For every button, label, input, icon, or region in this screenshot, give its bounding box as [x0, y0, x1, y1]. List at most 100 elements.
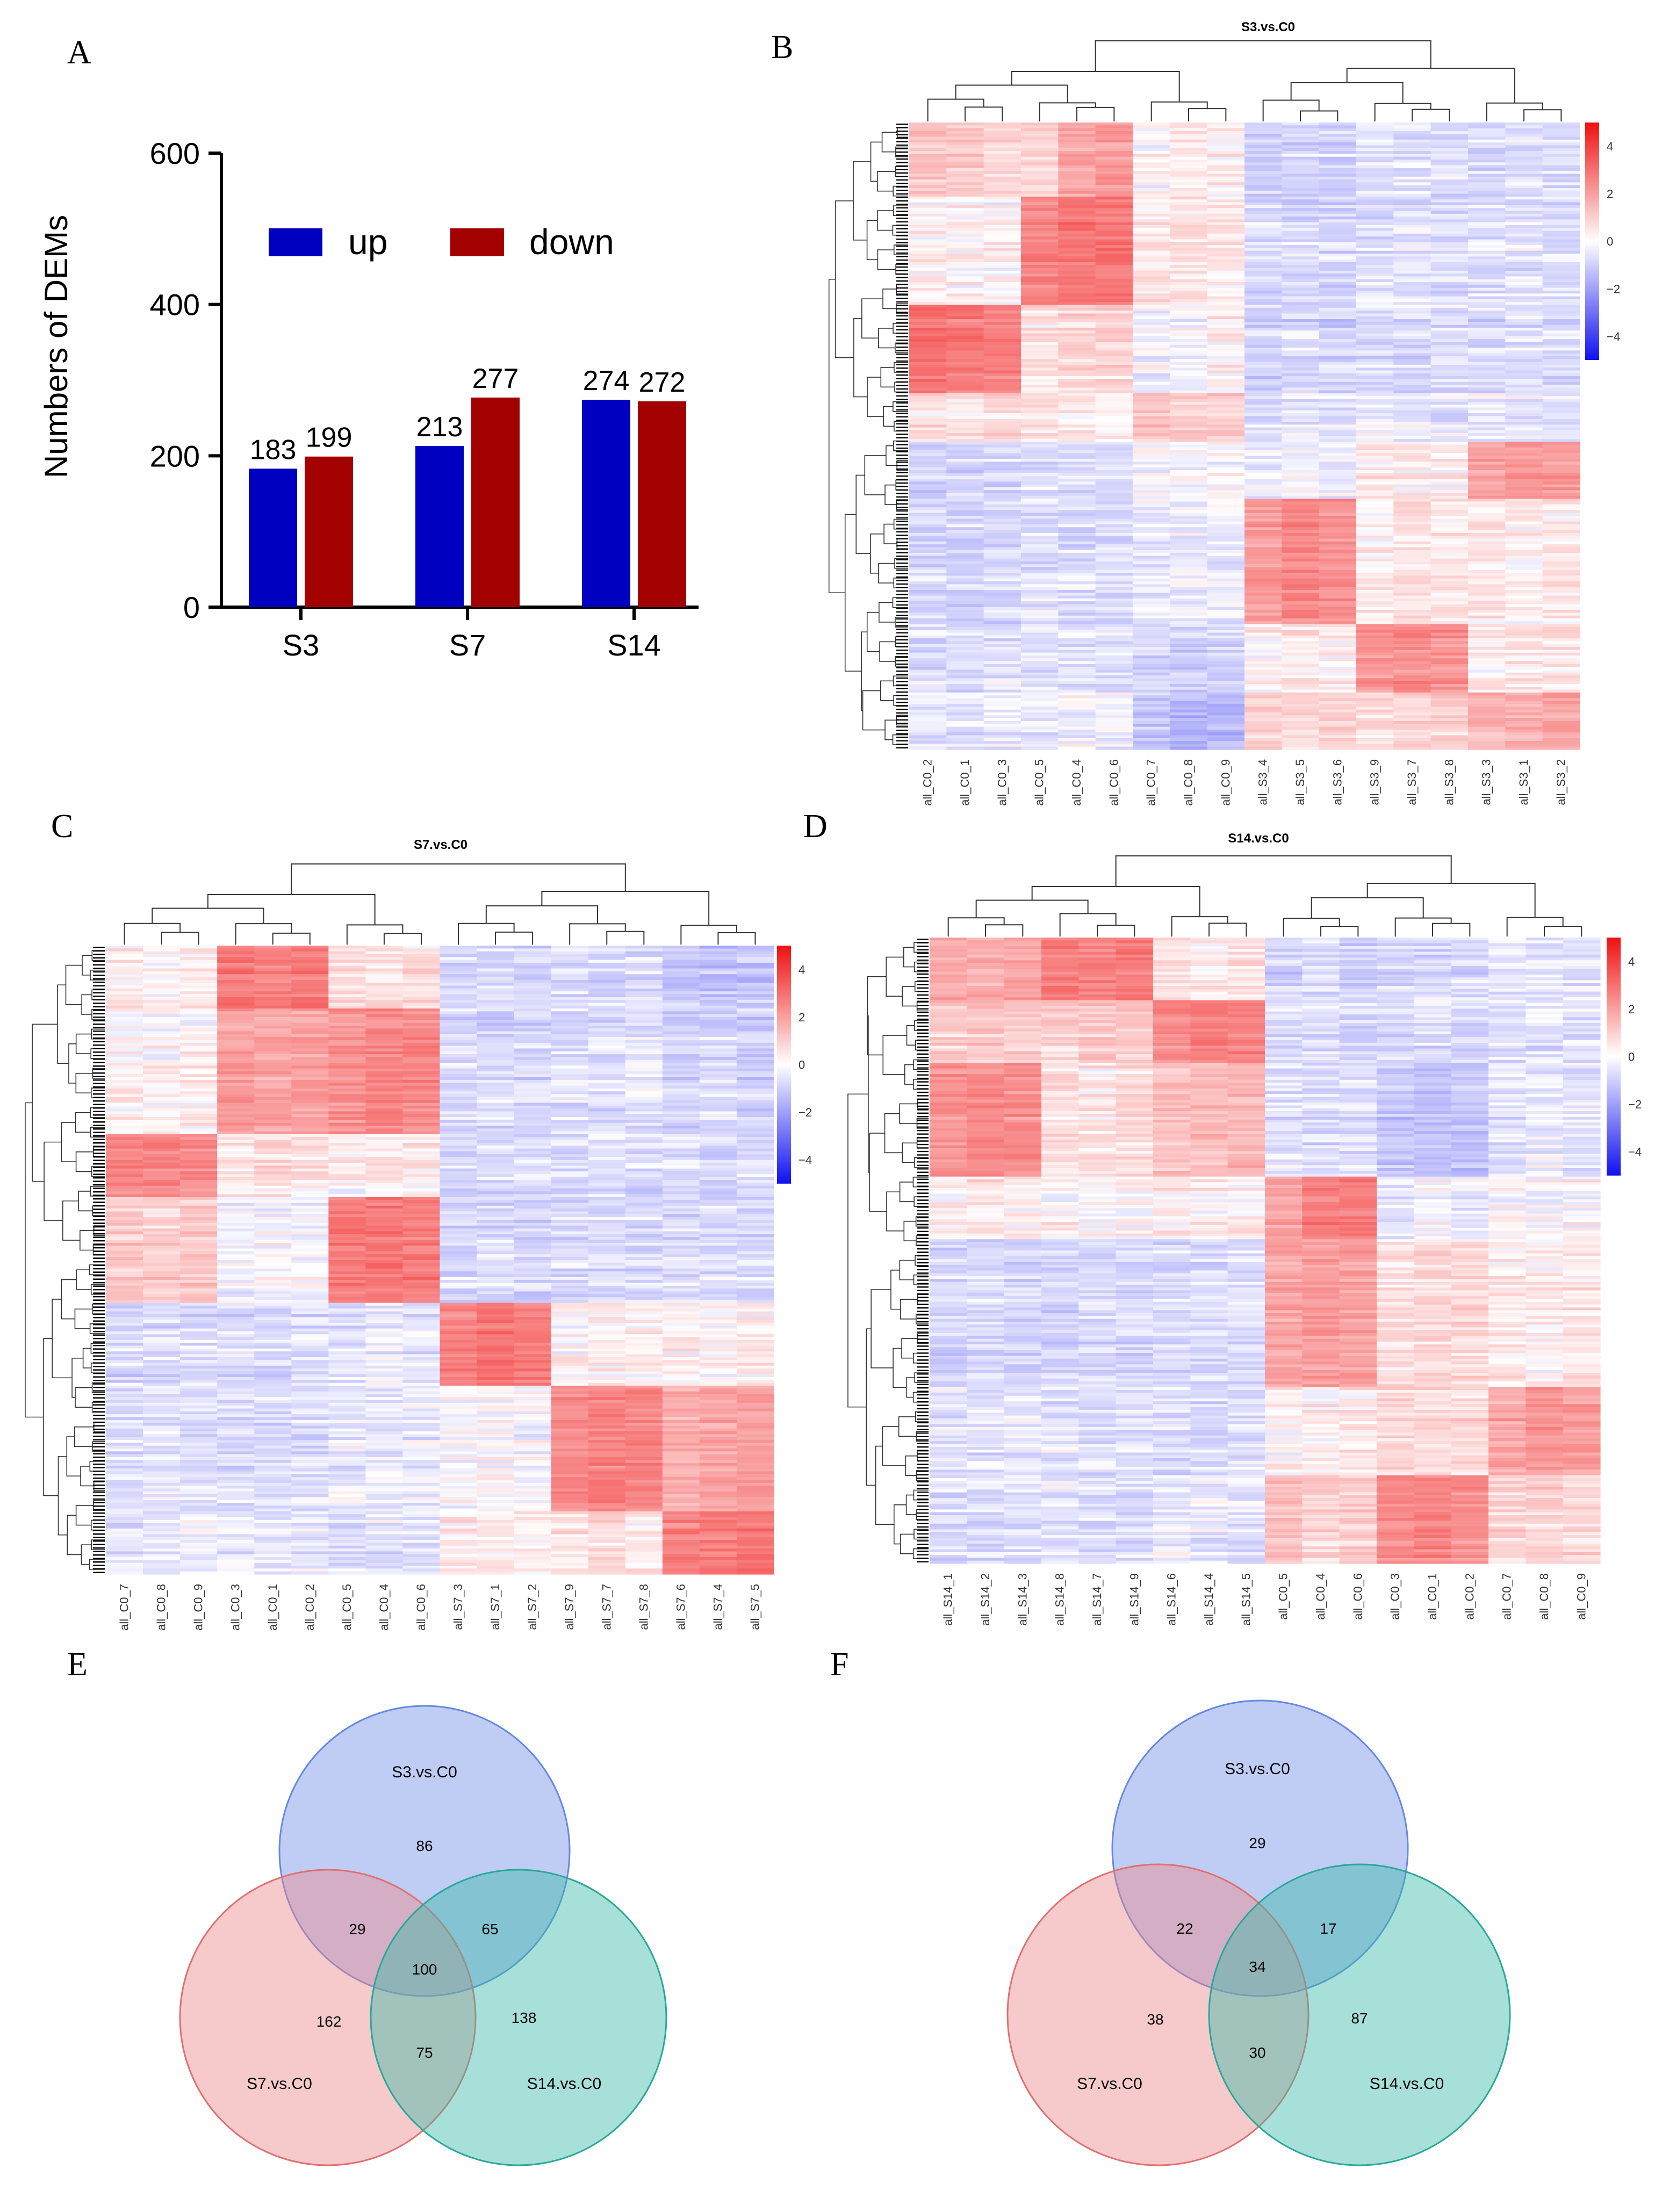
heatmap-cell [1282, 348, 1320, 351]
heatmap-cell [1207, 142, 1245, 146]
heatmap-cell [1244, 362, 1282, 365]
heatmap-cell [1058, 350, 1096, 354]
dendrogram-branch [717, 932, 756, 945]
heatmap-cell [1058, 211, 1096, 214]
heatmap-cell [946, 242, 984, 246]
heatmap-cell [1282, 650, 1320, 653]
heatmap-cell [1058, 313, 1096, 317]
heatmap-cell [1393, 550, 1431, 553]
heatmap-cell [1356, 356, 1394, 359]
heatmap-cell [1170, 450, 1208, 453]
heatmap-cell [1021, 587, 1059, 590]
heatmap-cell [1505, 348, 1543, 351]
heatmap-cell [143, 1005, 181, 1009]
heatmap-cell [1133, 618, 1170, 622]
heatmap-cell [1468, 131, 1506, 134]
heatmap-cell [1058, 333, 1096, 337]
heatmap-cell [1207, 421, 1245, 425]
heatmap-cell [1058, 239, 1096, 243]
heatmap-cell [1393, 575, 1431, 579]
heatmap-cell [909, 567, 947, 571]
heatmap-cell [1133, 307, 1170, 311]
heatmap-cell [909, 473, 947, 477]
heatmap-cell [1021, 709, 1059, 713]
heatmap-cell [1244, 287, 1282, 291]
heatmap-cell [1393, 145, 1431, 149]
heatmap-cell [1468, 381, 1506, 385]
heatmap-cell [1319, 319, 1357, 322]
heatmap-cell [1356, 151, 1394, 154]
heatmap-cell [983, 142, 1021, 146]
heatmap-cell [477, 948, 515, 952]
heatmap-cell [1244, 581, 1282, 585]
heatmap-cell [1468, 524, 1506, 528]
heatmap-cell [983, 501, 1021, 505]
heatmap-cell [909, 202, 947, 206]
heatmap-cell [1356, 330, 1394, 334]
column-label: all_S3_2 [1554, 759, 1567, 805]
heatmap-cell [1133, 393, 1170, 397]
dendrogram-branch [1523, 109, 1562, 121]
heatmap-cell [1393, 652, 1431, 656]
heatmap-cell [1282, 530, 1320, 534]
dendrogram-branch [92, 1441, 105, 1452]
heatmap-cell [946, 495, 984, 499]
heatmap-cell [1207, 416, 1245, 420]
heatmap-cell [1319, 436, 1357, 439]
heatmap-cell [1170, 613, 1208, 616]
heatmap-cell [1393, 151, 1431, 154]
heatmap-cell [909, 436, 947, 439]
heatmap-cell [1282, 450, 1320, 453]
heatmap-cell [1319, 168, 1357, 171]
heatmap-cell [1356, 342, 1394, 345]
column-dendrogram [124, 863, 756, 945]
heatmap-cell [1133, 316, 1170, 320]
heatmap-cell [588, 983, 626, 986]
heatmap-cell [1133, 655, 1170, 659]
heatmap-cell [1207, 644, 1245, 647]
heatmap-cell [1282, 162, 1320, 166]
heatmap-cell [1319, 199, 1357, 203]
heatmap-cell [909, 587, 947, 590]
heatmap-cell [736, 954, 774, 957]
heatmap-cell [1319, 524, 1357, 528]
heatmap-cell [1468, 145, 1506, 149]
heatmap-cell [1058, 387, 1096, 391]
heatmap-cell [1244, 584, 1282, 588]
heatmap-cell [1282, 687, 1320, 690]
heatmap-cell [1468, 715, 1506, 719]
heatmap-cell [1542, 268, 1580, 271]
heatmap-cell [1207, 205, 1245, 208]
heatmap-cell [983, 521, 1021, 525]
heatmap-cell [1095, 530, 1133, 534]
heatmap-cell [1244, 387, 1282, 391]
heatmap-cell [106, 966, 143, 969]
heatmap-cell [1207, 687, 1245, 690]
heatmap-cell [1095, 128, 1133, 132]
heatmap-cell [1393, 424, 1431, 428]
heatmap-cell [736, 979, 774, 983]
heatmap-cell [983, 595, 1021, 599]
heatmap-cell [1207, 575, 1245, 579]
heatmap-cell [1021, 510, 1059, 514]
dendrogram-branch [346, 924, 404, 945]
heatmap-cell [1393, 578, 1431, 582]
heatmap-cell [1505, 416, 1543, 420]
heatmap-cell [1095, 305, 1133, 308]
heatmap-cell [1133, 490, 1170, 494]
heatmap-cell [1095, 635, 1133, 639]
heatmap-cell [946, 647, 984, 650]
heatmap-cell [1095, 541, 1133, 545]
heatmap-cell [909, 168, 947, 171]
heatmap-cell [909, 746, 947, 750]
heatmap-cell [1133, 293, 1170, 297]
heatmap-cell [946, 689, 984, 693]
heatmap-cell [1430, 561, 1469, 565]
heatmap-cell [946, 479, 984, 482]
heatmap-cell [946, 199, 984, 203]
heatmap-cell [1244, 578, 1282, 582]
heatmap-cell [1282, 385, 1320, 388]
heatmap-cell [1505, 362, 1543, 365]
heatmap-cell [1319, 456, 1357, 459]
heatmap-cell [1319, 481, 1357, 485]
